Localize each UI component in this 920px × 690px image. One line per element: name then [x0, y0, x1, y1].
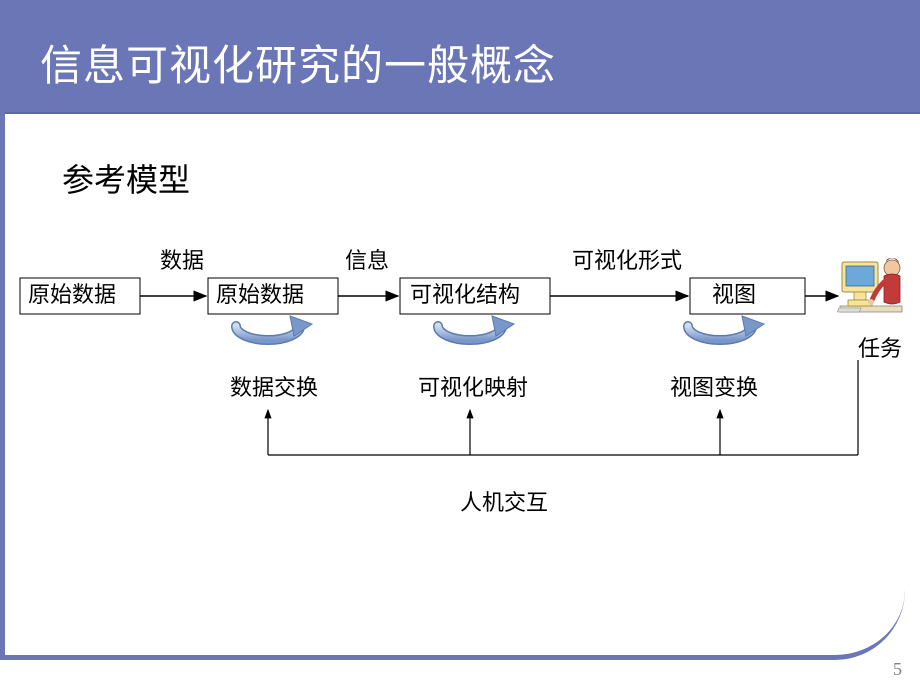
below-label-1: 数据交换	[230, 375, 318, 400]
svg-text:可视化结构: 可视化结构	[410, 282, 520, 307]
svg-text:原始数据: 原始数据	[216, 282, 304, 307]
user-computer-icon	[837, 258, 902, 312]
flow-box-3: 可视化结构	[400, 278, 550, 314]
below-label-2: 可视化映射	[418, 375, 528, 400]
svg-text:视图: 视图	[712, 282, 756, 307]
flow-box-4: 视图	[690, 278, 805, 314]
flow-box-2: 原始数据	[208, 278, 338, 314]
flow-box-1: 原始数据	[20, 278, 140, 314]
swirl-icon-1	[236, 316, 312, 340]
swirl-icon-3	[688, 316, 764, 340]
swirl-icon-2	[438, 316, 514, 340]
below-label-3: 视图变换	[670, 375, 758, 400]
user-task-label: 任务	[858, 336, 902, 361]
flowchart-diagram: 原始数据 原始数据 可视化结构 视图 数据 信息 可视化形式	[0, 0, 920, 690]
svg-text:原始数据: 原始数据	[28, 282, 116, 307]
arrow-label-2: 信息	[345, 248, 389, 273]
arrow-label-1: 数据	[160, 248, 204, 273]
arrow-label-3: 可视化形式	[572, 248, 682, 273]
page-number: 5	[893, 659, 902, 680]
feedback-bracket	[268, 360, 858, 455]
feedback-label: 人机交互	[460, 490, 548, 515]
